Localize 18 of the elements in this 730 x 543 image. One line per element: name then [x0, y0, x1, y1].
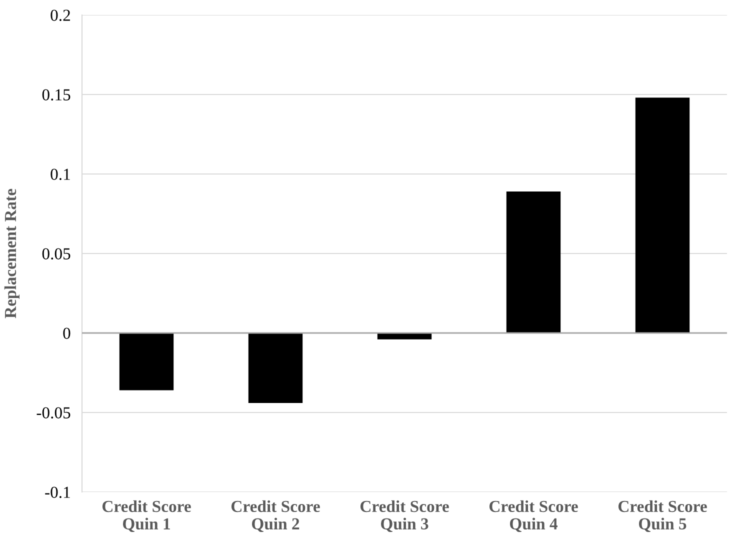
- y-tick-label: -0.1: [45, 486, 70, 498]
- y-tick-label: 0.15: [42, 89, 70, 101]
- x-tick-label: Credit Score Quin 1: [102, 500, 191, 532]
- x-tick-label: Credit Score Quin 2: [231, 500, 320, 532]
- x-tick-label: Credit Score Quin 5: [618, 500, 707, 532]
- bar: [248, 333, 303, 403]
- bar: [119, 333, 174, 390]
- y-tick-label: 0.2: [50, 10, 70, 22]
- x-tick-label: Credit Score Quin 4: [489, 500, 578, 532]
- y-tick-label: 0.05: [42, 248, 70, 260]
- y-tick-label: 0: [63, 328, 70, 339]
- bar: [635, 98, 690, 333]
- bar: [377, 333, 432, 340]
- bar: [506, 191, 561, 333]
- y-axis-title: Replacement Rate: [4, 188, 20, 318]
- y-tick-label: 0.1: [50, 168, 70, 180]
- y-tick-label: -0.05: [36, 407, 70, 419]
- x-tick-label: Credit Score Quin 3: [360, 500, 449, 532]
